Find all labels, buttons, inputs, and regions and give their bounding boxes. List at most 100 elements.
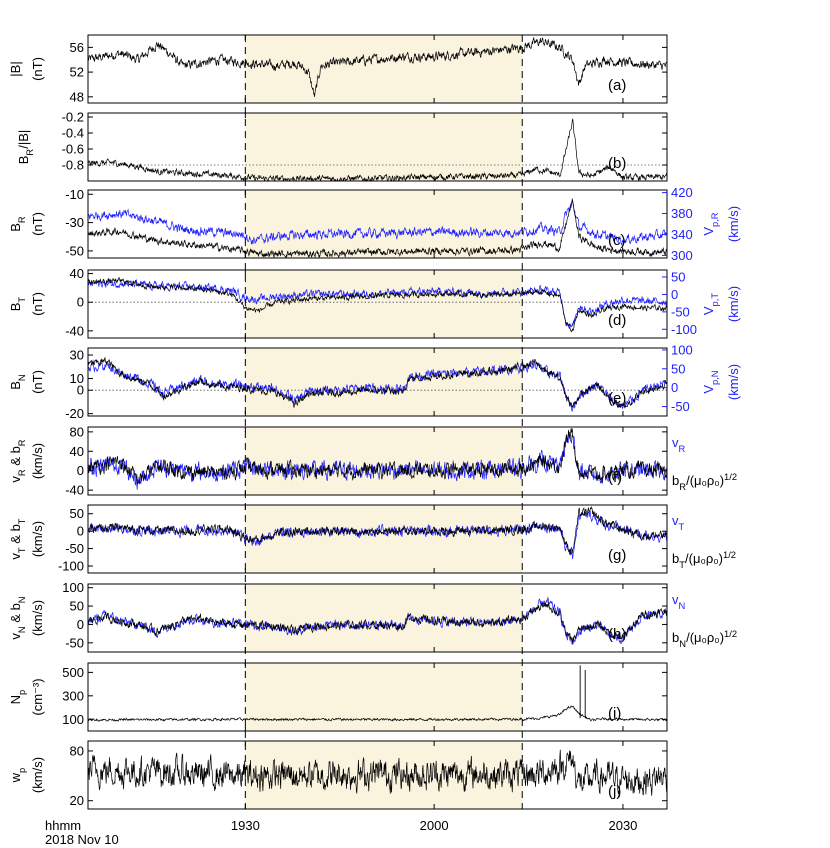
ylabel-unit-d: (nT): [30, 292, 45, 316]
legend-velocity-f: vR: [672, 435, 686, 454]
panel-frame-i: [87, 662, 668, 732]
series-black-c: [88, 198, 667, 258]
series-black-d: [88, 277, 667, 333]
series-black-b: [88, 118, 667, 181]
panel-tag-h: (h): [608, 626, 626, 643]
ytick-right-label-c-0: 420: [671, 185, 693, 200]
event-boundary-lines: [244, 35, 523, 809]
ylabel-a: |B|: [8, 61, 23, 76]
panel-tag-a: (a): [608, 77, 626, 94]
series-black-j: [88, 749, 667, 798]
ylabel-unit-i: (cm⁻³): [30, 678, 45, 715]
xtick-label-1: 2000: [420, 818, 449, 833]
ytick-label-e-0: 30: [70, 348, 84, 363]
ytick-right-label-e-3: -50: [671, 399, 690, 414]
ytick-right-label-c-2: 340: [671, 227, 693, 242]
highlight-band-c: [245, 190, 523, 258]
ytick-label-b-2: -0.6: [62, 142, 84, 157]
ylabel-unit-e: (nT): [30, 370, 45, 394]
ytick-label-f-1: 40: [70, 444, 84, 459]
highlight-band-g: [245, 505, 523, 573]
ytick-right-label-d-2: -50: [671, 304, 690, 319]
highlight-band-d: [245, 270, 523, 338]
ytick-label-b-3: -0.8: [62, 158, 84, 173]
panel-frame-b: [87, 112, 668, 182]
ylabel-right-e: Vp,N: [701, 370, 720, 393]
legend-field-g: bT /(μ₀ρ₀)1/2: [672, 550, 736, 570]
ytick-label-i-0: 500: [62, 665, 84, 680]
series-group-i: [88, 665, 667, 722]
ytick-label-h-3: -50: [65, 635, 84, 650]
ytick-right-label-e-0: 100: [671, 342, 693, 357]
ytick-label-d-1: 0: [77, 295, 84, 310]
panel-tag-i: (i): [608, 705, 621, 722]
series-black-e: [88, 356, 667, 409]
ytick-label-i-2: 100: [62, 712, 84, 727]
panel-tag-b: (b): [608, 155, 626, 172]
series-group-h: [88, 596, 667, 645]
ytick-right-label-e-1: 50: [671, 361, 685, 376]
ytick-label-b-0: -0.2: [62, 110, 84, 125]
x-axis-label: hhmm: [45, 818, 81, 833]
panel-frame-e: [87, 347, 668, 417]
ytick-label-b-1: -0.4: [62, 126, 84, 141]
highlight-band-a: [245, 35, 523, 103]
ylabel-unit-g: (km/s): [30, 521, 45, 557]
ylabel-unit-f: (km/s): [30, 443, 45, 479]
ylabel-right-unit-c: (km/s): [726, 206, 741, 242]
panel-frame-c: [87, 189, 668, 259]
ytick-label-a-0: 56: [70, 40, 84, 55]
ylabel-h: vN & bN: [8, 596, 27, 639]
legend-velocity-g: vT: [672, 513, 685, 532]
ylabel-unit-j: (km/s): [30, 757, 45, 793]
ytick-label-i-1: 300: [62, 688, 84, 703]
ytick-label-h-0: 100: [62, 580, 84, 595]
series-group-e: [88, 356, 667, 412]
ytick-right-label-d-3: -100: [671, 322, 697, 337]
ytick-label-j-1: 20: [70, 793, 84, 808]
panel-a: 56 52 48 |B| (nT) (a): [8, 34, 668, 104]
panel-frame-a: [87, 34, 668, 104]
ylabel-j: wp: [8, 768, 27, 784]
ytick-label-a-2: 48: [70, 89, 84, 104]
ytick-label-h-1: 50: [70, 599, 84, 614]
series-group-d: [88, 277, 667, 333]
xtick-label-0: 1930: [231, 818, 260, 833]
ytick-label-f-2: 0: [77, 463, 84, 478]
ylabel-unit-a: (nT): [30, 57, 45, 81]
series-black-a: [88, 36, 667, 97]
panel-frame-f: [87, 426, 668, 496]
series-group-f: [88, 428, 667, 490]
ylabel-unit-h: (km/s): [30, 600, 45, 636]
series-blue-d: [88, 279, 667, 330]
ylabel-right-unit-e: (km/s): [726, 364, 741, 400]
panel-frame-j: [87, 740, 668, 810]
panel-tag-c: (c): [608, 232, 626, 249]
panel-c: -10 -30 -50 BR (nT) 420 380 340 300 Vp,R (km/s) (…: [8, 185, 741, 263]
ytick-label-d-0: 40: [70, 266, 84, 281]
ytick-label-g-0: 50: [70, 506, 84, 521]
ylabel-b: BR /|B|: [16, 130, 35, 165]
panel-f: 80 40 0 -40 vR & bR (km/s) vR bR /(μ₀ρ₀)1/2 (…: [8, 424, 737, 497]
panel-tag-e: (e): [608, 390, 626, 407]
ytick-label-c-0: -10: [65, 187, 84, 202]
panel-i: 500 300 100 Np (cm⁻³) (i): [8, 662, 668, 732]
ylabel-g: vT & bT: [8, 518, 27, 559]
ylabel-unit-c: (nT): [30, 212, 45, 236]
ytick-right-label-d-1: 0: [671, 287, 678, 302]
legend-velocity-h: vN: [672, 592, 685, 611]
ytick-label-g-2: -50: [65, 541, 84, 556]
series-blue-c: [88, 200, 667, 246]
xtick-label-2: 2030: [608, 818, 637, 833]
x-axis-date: 2018 Nov 10: [45, 832, 119, 847]
ytick-label-h-2: 0: [77, 617, 84, 632]
panel-j: 80 20 wp (km/s) (j): [8, 740, 668, 810]
ylabel-f: vR & bR: [8, 439, 27, 482]
panel-frame-h: [87, 583, 668, 653]
series-group-c: [88, 198, 667, 258]
ytick-right-label-c-1: 380: [671, 206, 693, 221]
ytick-label-e-2: 0: [77, 383, 84, 398]
ytick-label-c-1: -30: [65, 215, 84, 230]
